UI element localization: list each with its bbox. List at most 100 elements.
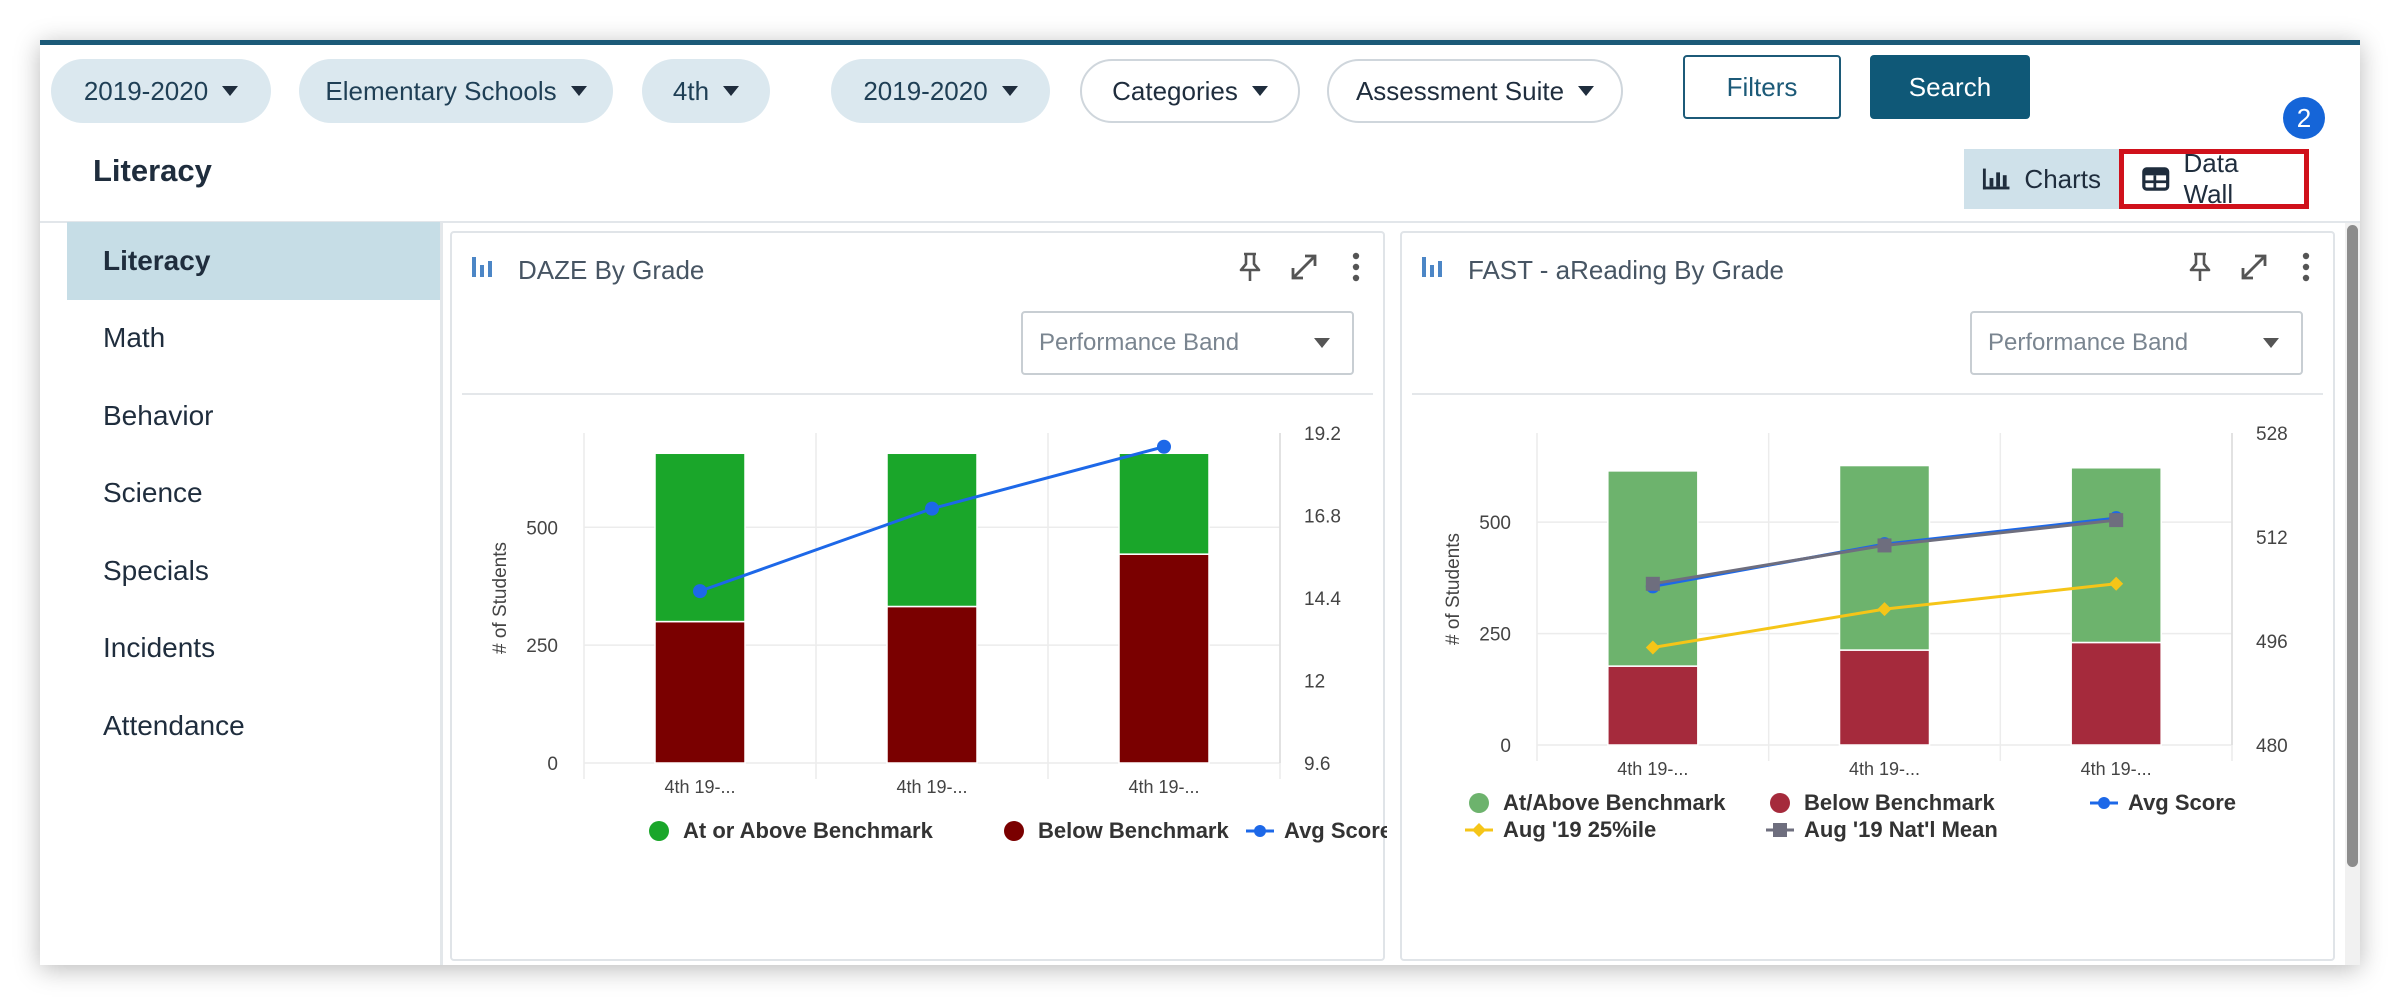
legend-label: Aug '19 Nat'l Mean [1804,817,1998,842]
sidebar-item-attendance[interactable]: Attendance [103,709,245,741]
expand-icon[interactable] [2236,249,2272,285]
caret-down-icon [1578,86,1595,96]
legend-label: Avg Score [1284,818,1387,843]
assessment-suite-label: Assessment Suite [1355,75,1565,106]
y2-tick-label: 480 [2256,736,2288,757]
page-title: Literacy [93,153,212,188]
caret-down-icon [1001,86,1018,96]
bar-segment [1118,452,1210,555]
y-tick-label: 250 [1479,625,1511,646]
assessment-year-dropdown[interactable]: 2019-2020 [831,59,1050,123]
bar-segment [886,605,978,764]
data-point [1157,439,1171,454]
select-value: Performance Band [1039,329,1240,356]
sidebar-item-math[interactable]: Math [103,322,166,354]
sidebar-divider [440,223,443,965]
sidebar-item-behavior[interactable]: Behavior [103,399,214,431]
grade-dropdown[interactable]: 4th [642,59,770,123]
more-options-icon[interactable] [2288,249,2324,285]
y-tick-label: 0 [547,754,558,775]
bar-segment [1838,464,1931,651]
legend-marker [2098,797,2110,809]
x-tick-label: 4th 19-... [1128,777,1199,797]
data-point [925,501,939,516]
sidebar-item-literacy[interactable]: Literacy [67,222,440,300]
y-tick-label: 0 [1500,736,1511,757]
select-value: Performance Band [1988,329,2189,356]
caret-down-icon [2263,338,2279,348]
legend-label: Avg Score [2128,790,2236,815]
caret-down-icon [1314,338,1330,348]
y-tick-label: 500 [1479,513,1511,534]
legend-label: Aug '19 25%ile [1503,817,1656,842]
caret-down-icon [1251,86,1268,96]
data-point [1645,640,1660,655]
y2-tick-label: 14.4 [1304,589,1341,610]
bar-segment [1838,649,1931,746]
caret-down-icon [222,86,239,96]
assessment-year-label: 2019-2020 [863,75,988,106]
pin-icon[interactable] [2182,249,2218,285]
legend-marker [1773,823,1787,837]
bar-chart-icon [1982,168,2010,190]
bar-segment [2070,641,2162,746]
x-tick-label: 4th 19-... [896,777,967,797]
performance-band-select[interactable]: Performance Band [1970,311,2303,375]
divider [462,393,1373,395]
sidebar-item-specials[interactable]: Specials [103,554,209,586]
data-point [2109,513,2124,528]
x-tick-label: 4th 19-... [1849,759,1920,779]
legend-marker [1254,825,1266,837]
bar-segment [1118,553,1210,764]
charts-view-button[interactable]: Charts [1964,149,2119,209]
data-wall-view-button[interactable]: Data Wall [2119,148,2309,209]
legend-label: Below Benchmark [1038,818,1229,843]
filter-bar: 2019-2020 Elementary Schools 4th 2019-20… [40,45,2360,131]
categories-dropdown[interactable]: Categories [1080,59,1300,123]
bar-segment [886,452,978,608]
divider [1412,393,2323,395]
sidebar: Literacy Math Behavior Science Specials Incid… [67,222,440,965]
bar-segment [2070,467,2162,644]
data-point [2109,576,2124,591]
divider [40,221,2360,223]
app-window: 2019-2020 Elementary Schools 4th 2019-20… [40,40,2360,965]
bar-segment [1607,470,1699,667]
bar-segment [654,620,746,764]
legend-marker [1472,823,1486,837]
school-year-dropdown[interactable]: 2019-2020 [51,59,271,123]
y2-tick-label: 16.8 [1304,507,1341,528]
daze-chart: 0 250 500 9.6 12 14.4 16.8 19.2 # of Students 4th… [490,424,1387,843]
y-axis-label: # of Students [1443,533,1464,645]
filters-button[interactable]: Filters [1683,55,1841,119]
fast-chart: 0 250 500 480 496 512 528 # of Students 4th 19-.… [1443,424,2288,842]
school-level-dropdown[interactable]: Elementary Schools [299,59,613,123]
bar-segment [1607,665,1699,746]
y2-tick-label: 9.6 [1304,754,1330,775]
categories-label: Categories [1112,75,1238,106]
data-point [693,584,707,599]
legend-marker [1770,793,1790,813]
more-options-icon[interactable] [1338,249,1374,285]
y2-tick-label: 19.2 [1304,424,1341,445]
grade-label: 4th [672,75,710,106]
scrollbar-thumb[interactable] [2347,225,2358,867]
search-button[interactable]: Search [1870,55,2030,119]
data-point [1877,538,1892,553]
performance-band-select[interactable]: Performance Band [1021,311,1354,375]
sidebar-item-incidents[interactable]: Incidents [103,632,216,664]
expand-icon[interactable] [1286,249,1322,285]
sidebar-item-science[interactable]: Science [103,477,203,509]
charts-label: Charts [2024,163,2101,194]
pin-icon[interactable] [1232,249,1268,285]
step-badge: 2 [2283,97,2325,139]
data-point [1877,602,1892,617]
y2-tick-label: 496 [2256,632,2288,653]
legend-marker [1004,821,1024,841]
chart-panel-fast: FAST - aReading By Grade Performance Ban… [1400,231,2335,961]
y2-tick-label: 528 [2256,424,2288,445]
legend-marker [649,821,669,841]
legend-label: At or Above Benchmark [683,818,934,843]
assessment-suite-dropdown[interactable]: Assessment Suite [1327,59,1623,123]
y2-tick-label: 12 [1304,672,1325,693]
